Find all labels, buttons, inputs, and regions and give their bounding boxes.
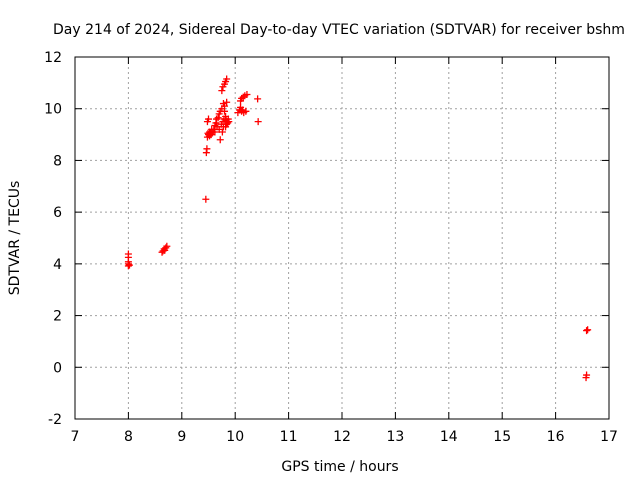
data-point-marker — [211, 128, 219, 136]
grid — [75, 57, 609, 419]
data-point-marker — [584, 326, 592, 334]
x-tick-label: 13 — [386, 429, 404, 445]
data-point-marker — [221, 102, 229, 110]
axes: 7 8 9 10 11 12 13 14 15 16 17 -2 0 2 4 6 8 10 12 — [44, 50, 618, 445]
y-tick-label: 6 — [53, 205, 62, 221]
y-axis-label: SDTVAR / TECUs — [7, 181, 23, 296]
data-point-marker — [583, 371, 591, 379]
data-point-marker — [223, 98, 231, 106]
y-tick-label: 12 — [44, 50, 62, 66]
data-points — [124, 75, 592, 382]
data-point-marker — [239, 93, 247, 101]
x-tick-label: 10 — [226, 429, 244, 445]
data-point-marker — [203, 145, 211, 153]
data-point-marker — [124, 250, 132, 258]
y-tick-label: 8 — [53, 153, 62, 169]
chart-title: Day 214 of 2024, Sidereal Day-to-day VTE… — [53, 22, 625, 38]
data-point-marker — [254, 118, 262, 126]
y-tick-label: 10 — [44, 102, 62, 118]
data-point-marker — [218, 128, 226, 136]
data-point-marker — [213, 115, 221, 123]
data-point-marker — [225, 118, 233, 126]
data-point-marker — [214, 114, 222, 122]
x-tick-label: 17 — [600, 429, 618, 445]
y-tick-label: 4 — [53, 257, 62, 273]
y-tick-label: -2 — [48, 412, 62, 428]
data-point-marker — [583, 327, 591, 335]
y-tick-label: 2 — [53, 309, 62, 325]
data-point-marker — [218, 87, 226, 95]
data-point-marker — [125, 261, 133, 269]
data-point-marker — [163, 242, 171, 250]
x-tick-label: 8 — [124, 429, 133, 445]
data-point-marker — [242, 107, 250, 115]
data-point-marker — [216, 136, 224, 144]
data-point-marker — [205, 115, 212, 123]
x-tick-label: 11 — [280, 429, 298, 445]
data-point-marker — [254, 95, 262, 103]
x-tick-label: 9 — [177, 429, 186, 445]
data-point-marker — [243, 90, 251, 98]
x-axis-label: GPS time / hours — [281, 459, 398, 475]
x-tick-label: 12 — [333, 429, 351, 445]
data-point-marker — [223, 75, 231, 83]
data-point-marker — [162, 244, 170, 252]
x-tick-label: 7 — [71, 429, 80, 445]
x-tick-label: 14 — [440, 429, 458, 445]
x-tick-label: 15 — [493, 429, 511, 445]
y-tick-label: 0 — [53, 360, 62, 376]
data-point-marker — [202, 195, 210, 203]
x-tick-label: 16 — [547, 429, 565, 445]
